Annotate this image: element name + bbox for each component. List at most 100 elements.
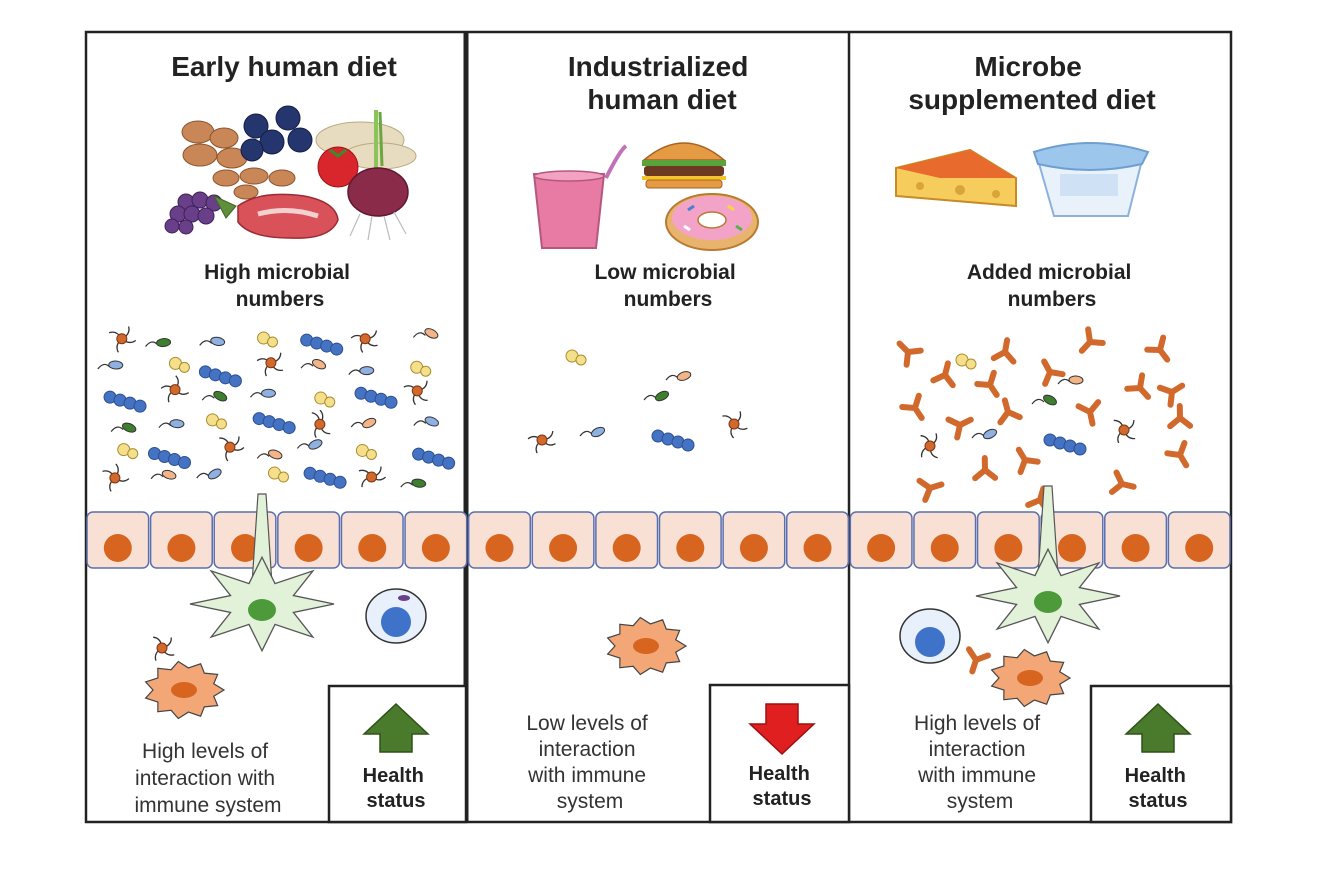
rod-bacterium — [579, 426, 606, 438]
panel-3-health-label: Health status — [1125, 765, 1192, 812]
donut-icon — [665, 193, 759, 251]
rod-bacterium — [158, 419, 185, 429]
rod-bacterium — [150, 469, 177, 480]
coccus-bacterium — [410, 360, 432, 377]
bifid-bacterium — [945, 416, 974, 441]
bifid-bacterium — [1144, 334, 1171, 363]
rod-bacterium — [348, 366, 375, 376]
bifid-bacterium — [990, 337, 1017, 365]
immune-cells — [144, 485, 1121, 720]
rod-bacterium — [643, 390, 670, 402]
epithelial-cell — [340, 511, 404, 569]
epithelial-cell — [785, 511, 850, 569]
bifid-bacterium — [1124, 372, 1152, 400]
flagellated-microbe — [527, 430, 556, 454]
chain-bacterium — [300, 333, 344, 356]
panel-1-interaction-text: High levels of interaction with immune s… — [134, 740, 281, 817]
flagellated-microbe — [256, 352, 284, 377]
yogurt-icon — [1032, 142, 1150, 217]
bifid-bacterium — [1078, 326, 1106, 354]
bifid-bacterium — [1156, 382, 1186, 408]
macrophage — [990, 648, 1072, 708]
flagellated-microbe — [1113, 419, 1136, 444]
rod-bacterium — [400, 478, 427, 488]
flagellated-microbe — [403, 380, 428, 406]
rod-bacterium — [350, 417, 377, 429]
coccus-bacterium — [565, 349, 587, 366]
epithelial-cell — [1104, 511, 1168, 569]
grapes-icon — [164, 191, 237, 235]
bifid-bacterium — [1075, 399, 1102, 427]
bifid-bacterium — [916, 477, 945, 503]
chain-bacterium — [103, 390, 147, 413]
blueberries-icon — [240, 105, 313, 162]
rod-bacterium — [196, 468, 222, 480]
panel-1-health-label: Health status — [363, 765, 430, 812]
chain-bacterium — [354, 386, 398, 409]
rod-bacterium — [250, 388, 276, 398]
panel-1-health-box: Health status — [327, 684, 468, 824]
panel-1-microbe-label: High microbial numbers — [204, 261, 356, 311]
lymphocyte — [365, 588, 427, 644]
epithelial-cell — [849, 511, 913, 569]
tomato-icon — [317, 146, 359, 188]
coccus-bacterium — [168, 356, 190, 373]
epithelial-cell — [86, 511, 150, 569]
flagellated-microbe — [219, 436, 245, 462]
bifid-bacterium — [1041, 358, 1066, 387]
epithelial-cell — [658, 511, 722, 569]
dendritic-cell — [975, 485, 1121, 645]
onion-icon — [347, 110, 409, 241]
health-up-arrow-icon — [362, 702, 430, 753]
coccus-bacterium — [314, 391, 336, 408]
chain-bacterium — [412, 447, 456, 470]
flagellated-microbe — [160, 375, 190, 403]
rod-bacterium — [1031, 394, 1057, 406]
bifid-bacterium — [896, 340, 924, 368]
rod-bacterium — [413, 416, 439, 427]
rod-bacterium — [145, 338, 172, 348]
epithelial-cell — [1167, 511, 1231, 569]
rod-bacterium — [296, 439, 323, 450]
panel-3-microbe-label: Added microbial numbers — [967, 261, 1137, 311]
processed-foods-illustration — [532, 142, 759, 251]
epithelial-cell — [531, 511, 595, 569]
bifid-bacterium — [899, 392, 925, 421]
coccus-bacterium — [257, 331, 279, 348]
panel-1-title: Early human diet — [171, 51, 397, 82]
panel-3-title: Microbe supplemented diet — [908, 51, 1155, 115]
bifid-bacterium — [972, 455, 999, 482]
flagellated-microbe — [311, 409, 331, 439]
panel-2-interaction-text: Low levels of interaction with immune sy… — [526, 712, 653, 813]
epithelial-cell — [722, 511, 786, 569]
epithelial-cell — [913, 511, 977, 569]
flagellated-microbe — [108, 326, 137, 353]
rod-bacterium — [201, 390, 228, 402]
fermented-foods-illustration — [895, 142, 1150, 217]
epithelial-cell — [149, 511, 213, 569]
chain-bacterium — [303, 466, 347, 489]
panel-3-health-box: Health status — [1089, 684, 1233, 824]
rod-bacterium — [97, 360, 124, 370]
chain-bacterium — [252, 412, 296, 435]
bifid-bacterium — [997, 397, 1023, 426]
rod-bacterium — [110, 422, 137, 433]
rod-bacterium — [256, 449, 283, 460]
panel-2-title: Industrialized human diet — [568, 51, 756, 115]
rod-bacterium — [412, 328, 439, 339]
chain-bacterium — [198, 365, 242, 388]
panel-1-microbiota — [97, 326, 456, 492]
coccus-bacterium — [267, 466, 289, 483]
health-up-arrow-icon — [1124, 702, 1192, 753]
burger-icon — [641, 142, 727, 189]
bifid-bacterium — [974, 369, 1000, 398]
panel-2-health-box: Health status — [708, 683, 851, 824]
health-down-arrow-icon — [748, 703, 816, 756]
coccus-bacterium — [355, 443, 377, 460]
bifid-bacterium — [930, 360, 956, 389]
epithelial-cell — [404, 511, 468, 569]
flagellated-microbe — [350, 330, 378, 353]
panel-3-microbiota — [896, 326, 1194, 514]
macrophage — [606, 616, 688, 676]
epithelial-cell — [976, 511, 1040, 569]
